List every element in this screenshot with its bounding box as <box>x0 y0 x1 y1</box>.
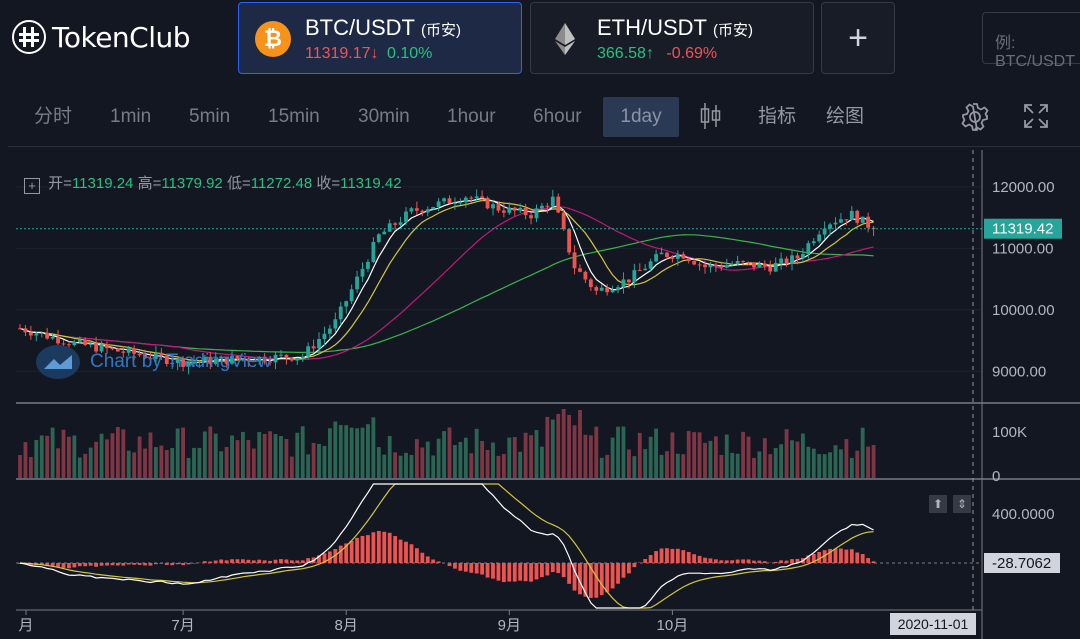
ohlc-legend: + 开=11319.24 高=11379.92 低=11272.48 收=113… <box>24 172 402 194</box>
pair-tab-eth[interactable]: ETH/USDT (币安) 366.58↑ -0.69% <box>530 2 814 74</box>
add-pair-button[interactable]: + <box>821 2 895 74</box>
interval-30min[interactable]: 30min <box>358 106 410 127</box>
ethereum-icon <box>547 21 583 57</box>
interval-time-sharing[interactable]: 分时 <box>34 106 73 127</box>
pair-price: 11319.17 <box>305 45 371 62</box>
pair-search-input[interactable]: 例: BTC/USDT <box>982 12 1080 70</box>
pair-prices: 11319.17↓ 0.10% <box>305 45 432 63</box>
pair-prices: 366.58↑ -0.69% <box>597 45 717 63</box>
interval-1min[interactable]: 1min <box>110 106 152 127</box>
pair-name: ETH/USDT (币安) <box>597 15 753 40</box>
macd-controls: ⬆ ⇕ <box>929 495 971 513</box>
price-arrow: ↓ <box>370 45 379 62</box>
interval-15min[interactable]: 15min <box>268 106 320 127</box>
arrow-up-icon[interactable]: ⬆ <box>929 495 947 513</box>
candlestick-icon[interactable] <box>700 102 722 132</box>
close-label: 收= <box>316 175 341 192</box>
tokenclub-logo[interactable]: TokenClub <box>12 20 191 54</box>
pair-price: 366.58 <box>597 45 646 62</box>
settings-gear-icon[interactable] <box>960 102 990 132</box>
tradingview-logo-icon <box>36 345 80 379</box>
interval-1hour[interactable]: 1hour <box>447 106 496 127</box>
top-bar: TokenClub ₿ BTC/USDT (币安) 11319.17↓ 0.10%… <box>0 0 1080 82</box>
close-value: 11319.42 <box>340 175 402 192</box>
draw-tools-button[interactable]: 绘图 <box>826 106 865 127</box>
low-label: 低= <box>226 175 251 192</box>
high-label: 高= <box>137 175 162 192</box>
collapse-icon[interactable]: ⇕ <box>953 495 971 513</box>
low-value: 11272.48 <box>250 175 313 192</box>
logo-mark-icon <box>12 20 46 54</box>
pair-name: BTC/USDT (币安) <box>305 15 461 40</box>
interval-1day[interactable]: 1day <box>603 97 679 137</box>
interval-6hour[interactable]: 6hour <box>533 106 582 127</box>
price-arrow: ↑ <box>645 45 654 62</box>
logo-text: TokenClub <box>52 20 191 54</box>
pair-tab-btc[interactable]: ₿ BTC/USDT (币安) 11319.17↓ 0.10% <box>238 2 522 74</box>
watermark-text: Chart by TradingView <box>90 351 272 372</box>
open-label: 开= <box>48 175 72 192</box>
tradingview-watermark[interactable]: Chart by TradingView <box>36 345 271 379</box>
pair-change: -0.69% <box>666 45 718 62</box>
indicators-button[interactable]: 指标 <box>758 106 797 127</box>
high-value: 11379.92 <box>161 175 223 192</box>
chart-toolbar: 分时 1min 5min 15min 30min 1hour 6hour 1da… <box>8 88 1080 147</box>
open-value: 11319.24 <box>71 175 134 192</box>
interval-5min[interactable]: 5min <box>189 106 231 127</box>
fullscreen-icon[interactable] <box>1022 102 1050 132</box>
bitcoin-icon: ₿ <box>255 21 291 57</box>
legend-toggle-icon[interactable]: + <box>24 178 40 194</box>
pair-change: 0.10% <box>387 45 433 62</box>
